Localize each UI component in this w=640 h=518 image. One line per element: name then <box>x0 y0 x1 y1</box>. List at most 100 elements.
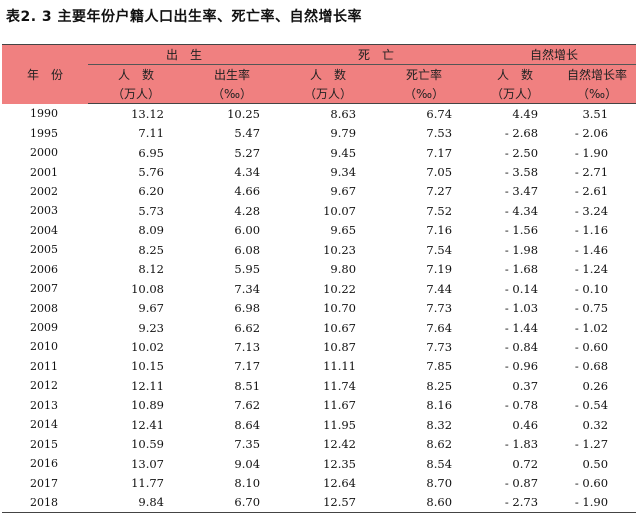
deaths-count-cell: 10.07 <box>323 203 357 218</box>
death-rate-cell: 7.73 <box>426 301 453 316</box>
natural-rate-cell: - 0.60 <box>574 476 609 491</box>
birth-rate-cell: 7.35 <box>234 437 261 452</box>
birth-rate-cell: 6.62 <box>234 320 261 335</box>
year-cell: 2008 <box>30 301 58 315</box>
natural-count-cell: - 4.34 <box>504 203 539 218</box>
natural-rate-cell: - 0.68 <box>574 359 609 374</box>
natural-rate-cell: - 1.24 <box>574 262 609 277</box>
birth-rate-cell: 6.08 <box>234 242 261 257</box>
deaths-count-cell: 10.70 <box>323 301 357 316</box>
death-rate-cell: 7.17 <box>426 145 453 160</box>
births-count-cell: 8.12 <box>138 262 164 277</box>
births-count-cell: 6.95 <box>138 145 164 160</box>
death-rate-cell: 8.25 <box>426 378 453 393</box>
births-count-cell: 6.20 <box>138 184 164 199</box>
natural-count-cell: - 0.78 <box>504 398 539 413</box>
births-count-cell: 10.02 <box>131 339 164 354</box>
death-rate-cell: 8.60 <box>376 492 473 514</box>
deaths-count-cell: 10.87 <box>323 339 357 354</box>
table-row: 2015 10.59 7.35 12.42 8.62 - 1.83 - 1.27 <box>2 434 636 453</box>
death-rate-cell: 7.54 <box>426 242 453 257</box>
natural-count-cell: 0.72 <box>512 456 539 471</box>
table-row: 2003 5.73 4.28 10.07 7.52 - 4.34 - 3.24 <box>2 201 636 220</box>
death-rate-header: 死亡率 <box>406 68 443 82</box>
natural-count-cell: - 1.98 <box>504 242 539 257</box>
births-count-cell: 10.15 <box>131 359 164 374</box>
table-row: 2005 8.25 6.08 10.23 7.54 - 1.98 - 1.46 <box>2 240 636 259</box>
birth-rate-cell: 4.28 <box>234 203 261 218</box>
year-cell: 2002 <box>30 184 58 198</box>
births-group-header: 出 生 <box>88 44 281 65</box>
deaths-count-cell: 12.57 <box>280 492 377 514</box>
table-body: 1990 13.12 10.25 8.63 6.74 4.49 3.51 1995 7.11 5.… <box>2 104 637 514</box>
natural-count-cell: - 1.83 <box>504 437 539 452</box>
deaths-count-cell: 9.65 <box>330 223 357 238</box>
table-row: 2008 9.67 6.98 10.70 7.73 - 1.03 - 0.75 <box>2 298 636 317</box>
births-count-cell: 11.77 <box>131 476 164 491</box>
birth-rate-cell: 8.10 <box>234 476 261 491</box>
natural-count-cell: - 1.56 <box>504 223 539 238</box>
death-rate-cell: 7.27 <box>426 184 453 199</box>
natural-count-cell: - 2.50 <box>504 145 539 160</box>
deaths-count-cell: 12.35 <box>323 456 357 471</box>
birth-rate-cell: 6.00 <box>234 223 261 238</box>
year-cell: 2012 <box>30 379 58 393</box>
birth-rate-cell: 5.95 <box>234 262 261 277</box>
year-cell: 2010 <box>30 340 58 354</box>
table-row: 1990 13.12 10.25 8.63 6.74 4.49 3.51 <box>2 104 636 124</box>
birth-rate-cell: 7.62 <box>234 398 261 413</box>
year-cell: 2000 <box>30 146 58 160</box>
natural-count-cell: 0.37 <box>512 378 539 393</box>
natural-count-cell: - 0.84 <box>504 339 539 354</box>
deaths-count-cell: 10.23 <box>323 242 357 257</box>
birth-rate-cell: 6.70 <box>184 492 281 514</box>
deaths-count-cell: 11.74 <box>323 378 357 393</box>
birth-rate-cell: 8.64 <box>234 417 261 432</box>
deaths-count-cell: 11.95 <box>323 417 357 432</box>
year-cell: 2007 <box>30 282 58 296</box>
natural-count-cell: - 2.68 <box>504 126 539 141</box>
births-count-cell: 9.67 <box>138 301 164 316</box>
natural-rate-cell: - 0.60 <box>574 339 609 354</box>
births-count-header: 人 数 <box>117 68 154 82</box>
deaths-count-cell: 12.42 <box>323 437 357 452</box>
death-rate-unit: （‰） <box>376 84 473 104</box>
natural-count-header: 人 数 <box>497 68 534 82</box>
death-rate-cell: 7.19 <box>426 262 453 277</box>
natural-rate-cell: - 1.27 <box>574 437 609 452</box>
births-count-cell: 10.59 <box>131 437 164 452</box>
natural-rate-cell: 0.32 <box>582 417 609 432</box>
death-rate-cell: 7.53 <box>426 126 453 141</box>
births-count-unit: （万人） <box>88 84 184 104</box>
deaths-count-cell: 9.80 <box>330 262 357 277</box>
year-cell: 2015 <box>30 437 58 451</box>
deaths-count-cell: 9.45 <box>330 145 357 160</box>
natural-count-cell: - 0.14 <box>504 281 539 296</box>
births-count-cell: 9.84 <box>88 492 184 514</box>
death-rate-cell: 7.44 <box>426 281 453 296</box>
table-title: 表2. 3 主要年份户籍人口出生率、死亡率、自然增长率 <box>6 9 363 25</box>
natural-rate-cell: 0.26 <box>582 378 609 393</box>
birth-rate-cell: 4.34 <box>234 165 261 180</box>
births-count-cell: 10.89 <box>131 398 164 413</box>
births-count-cell: 12.41 <box>131 417 164 432</box>
natural-count-cell: - 3.47 <box>504 184 539 199</box>
birth-rate-cell: 10.25 <box>227 106 261 121</box>
natural-rate-cell: - 1.90 <box>558 492 637 514</box>
births-count-cell: 7.11 <box>138 126 164 141</box>
year-cell: 1990 <box>30 106 58 120</box>
natural-count-cell: - 3.58 <box>504 165 539 180</box>
table-row: 2001 5.76 4.34 9.34 7.05 - 3.58 - 2.71 <box>2 162 636 181</box>
births-count-cell: 10.08 <box>131 281 164 296</box>
death-rate-cell: 7.52 <box>426 203 453 218</box>
table-row: 2010 10.02 7.13 10.87 7.73 - 0.84 - 0.60 <box>2 337 636 356</box>
deaths-count-cell: 8.63 <box>330 106 357 121</box>
table-row: 2004 8.09 6.00 9.65 7.16 - 1.56 - 1.16 <box>2 221 636 240</box>
deaths-count-cell: 10.67 <box>323 320 357 335</box>
year-cell: 2006 <box>30 262 58 276</box>
natural-rate-header: 自然增长率 <box>567 68 628 82</box>
births-count-cell: 5.73 <box>138 203 164 218</box>
natural-count-cell: 4.49 <box>512 106 539 121</box>
population-table: 年 份 出 生 死 亡 自然增长 人 数 出生率 人 数 死亡率 人 数 自然增… <box>2 44 637 514</box>
year-cell: 2011 <box>30 359 58 373</box>
